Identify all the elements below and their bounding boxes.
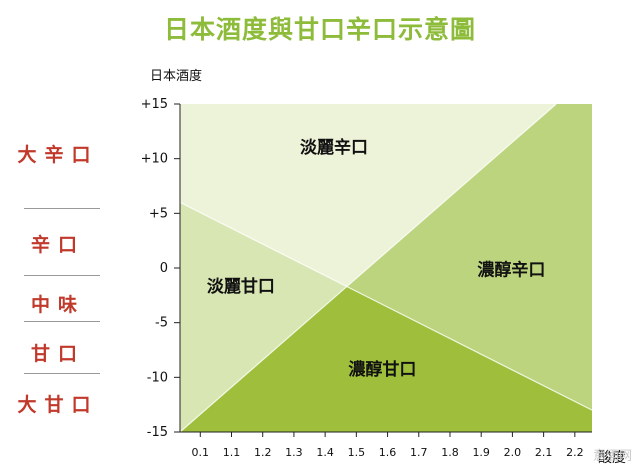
y-ticks: +15 +10 +5 0 -5 -10 -15 bbox=[141, 97, 180, 440]
watermark: 意酒网 bbox=[592, 449, 632, 464]
y-tick-label: 0 bbox=[160, 261, 168, 276]
x-axis-label: 酸度 bbox=[598, 450, 626, 466]
scale-divider bbox=[24, 275, 100, 276]
chumi-label: 中味 bbox=[30, 294, 85, 316]
scale-divider bbox=[24, 208, 100, 209]
x-tick-label: 1.6 bbox=[379, 446, 397, 459]
y-axis-label: 日本酒度 bbox=[150, 68, 202, 84]
x-tick-label: 1.9 bbox=[472, 446, 490, 459]
y-tick-label: -10 bbox=[147, 370, 168, 385]
y-tick-label: -15 bbox=[147, 425, 168, 440]
y-tick-label: +15 bbox=[141, 97, 168, 112]
x-ticks: 0.1 1.1 1.2 1.3 1.4 1.5 1.6 1.7 1.8 1.9 2.0 2.1 2.2 bbox=[192, 432, 584, 459]
boundary-line-1 bbox=[179, 103, 557, 433]
x-tick-label: 1.5 bbox=[348, 446, 366, 459]
x-tick-label: 2.2 bbox=[566, 446, 584, 459]
dai-karakuchi-label: 大辛口 bbox=[17, 144, 99, 166]
x-tick-label: 1.4 bbox=[316, 446, 334, 459]
dai-amakuchi-label: 大甘口 bbox=[17, 394, 99, 416]
y-tick-label: +10 bbox=[141, 152, 168, 167]
x-tick-label: 0.1 bbox=[192, 446, 210, 459]
region-tanrei-amakuchi bbox=[180, 202, 347, 432]
boundary-lines bbox=[179, 103, 593, 433]
x-tick-label: 1.2 bbox=[254, 446, 272, 459]
x-tick-label: 1.8 bbox=[441, 446, 459, 459]
x-tick-label: 1.1 bbox=[223, 446, 241, 459]
scale-divider bbox=[24, 321, 100, 322]
region-tanrei-karakuchi-label: 淡麗辛口 bbox=[300, 137, 368, 158]
x-tick-label: 1.7 bbox=[410, 446, 428, 459]
x-tick-label: 2.0 bbox=[504, 446, 522, 459]
region-noujun-karakuchi-label: 濃醇辛口 bbox=[477, 260, 545, 281]
regions-layer bbox=[180, 104, 592, 432]
boundary-line-2 bbox=[179, 201, 593, 411]
amakuchi-label: 甘口 bbox=[30, 343, 85, 365]
region-tanrei-karakuchi bbox=[180, 104, 557, 287]
region-noujun-karakuchi bbox=[346, 104, 592, 411]
karakuchi-label: 辛口 bbox=[30, 234, 85, 256]
x-tick-label: 2.1 bbox=[535, 446, 553, 459]
y-tick-label: +5 bbox=[149, 206, 168, 221]
chart-title: 日本酒度與甘口辛口示意圖 bbox=[163, 15, 476, 44]
x-tick-label: 1.3 bbox=[285, 446, 303, 459]
scale-divider bbox=[24, 373, 100, 374]
y-tick-label: -5 bbox=[155, 316, 168, 331]
region-noujun-amakuchi-label: 濃醇甘口 bbox=[348, 359, 416, 380]
region-tanrei-amakuchi-label: 淡麗甘口 bbox=[207, 276, 275, 297]
region-noujun-amakuchi bbox=[180, 286, 592, 432]
